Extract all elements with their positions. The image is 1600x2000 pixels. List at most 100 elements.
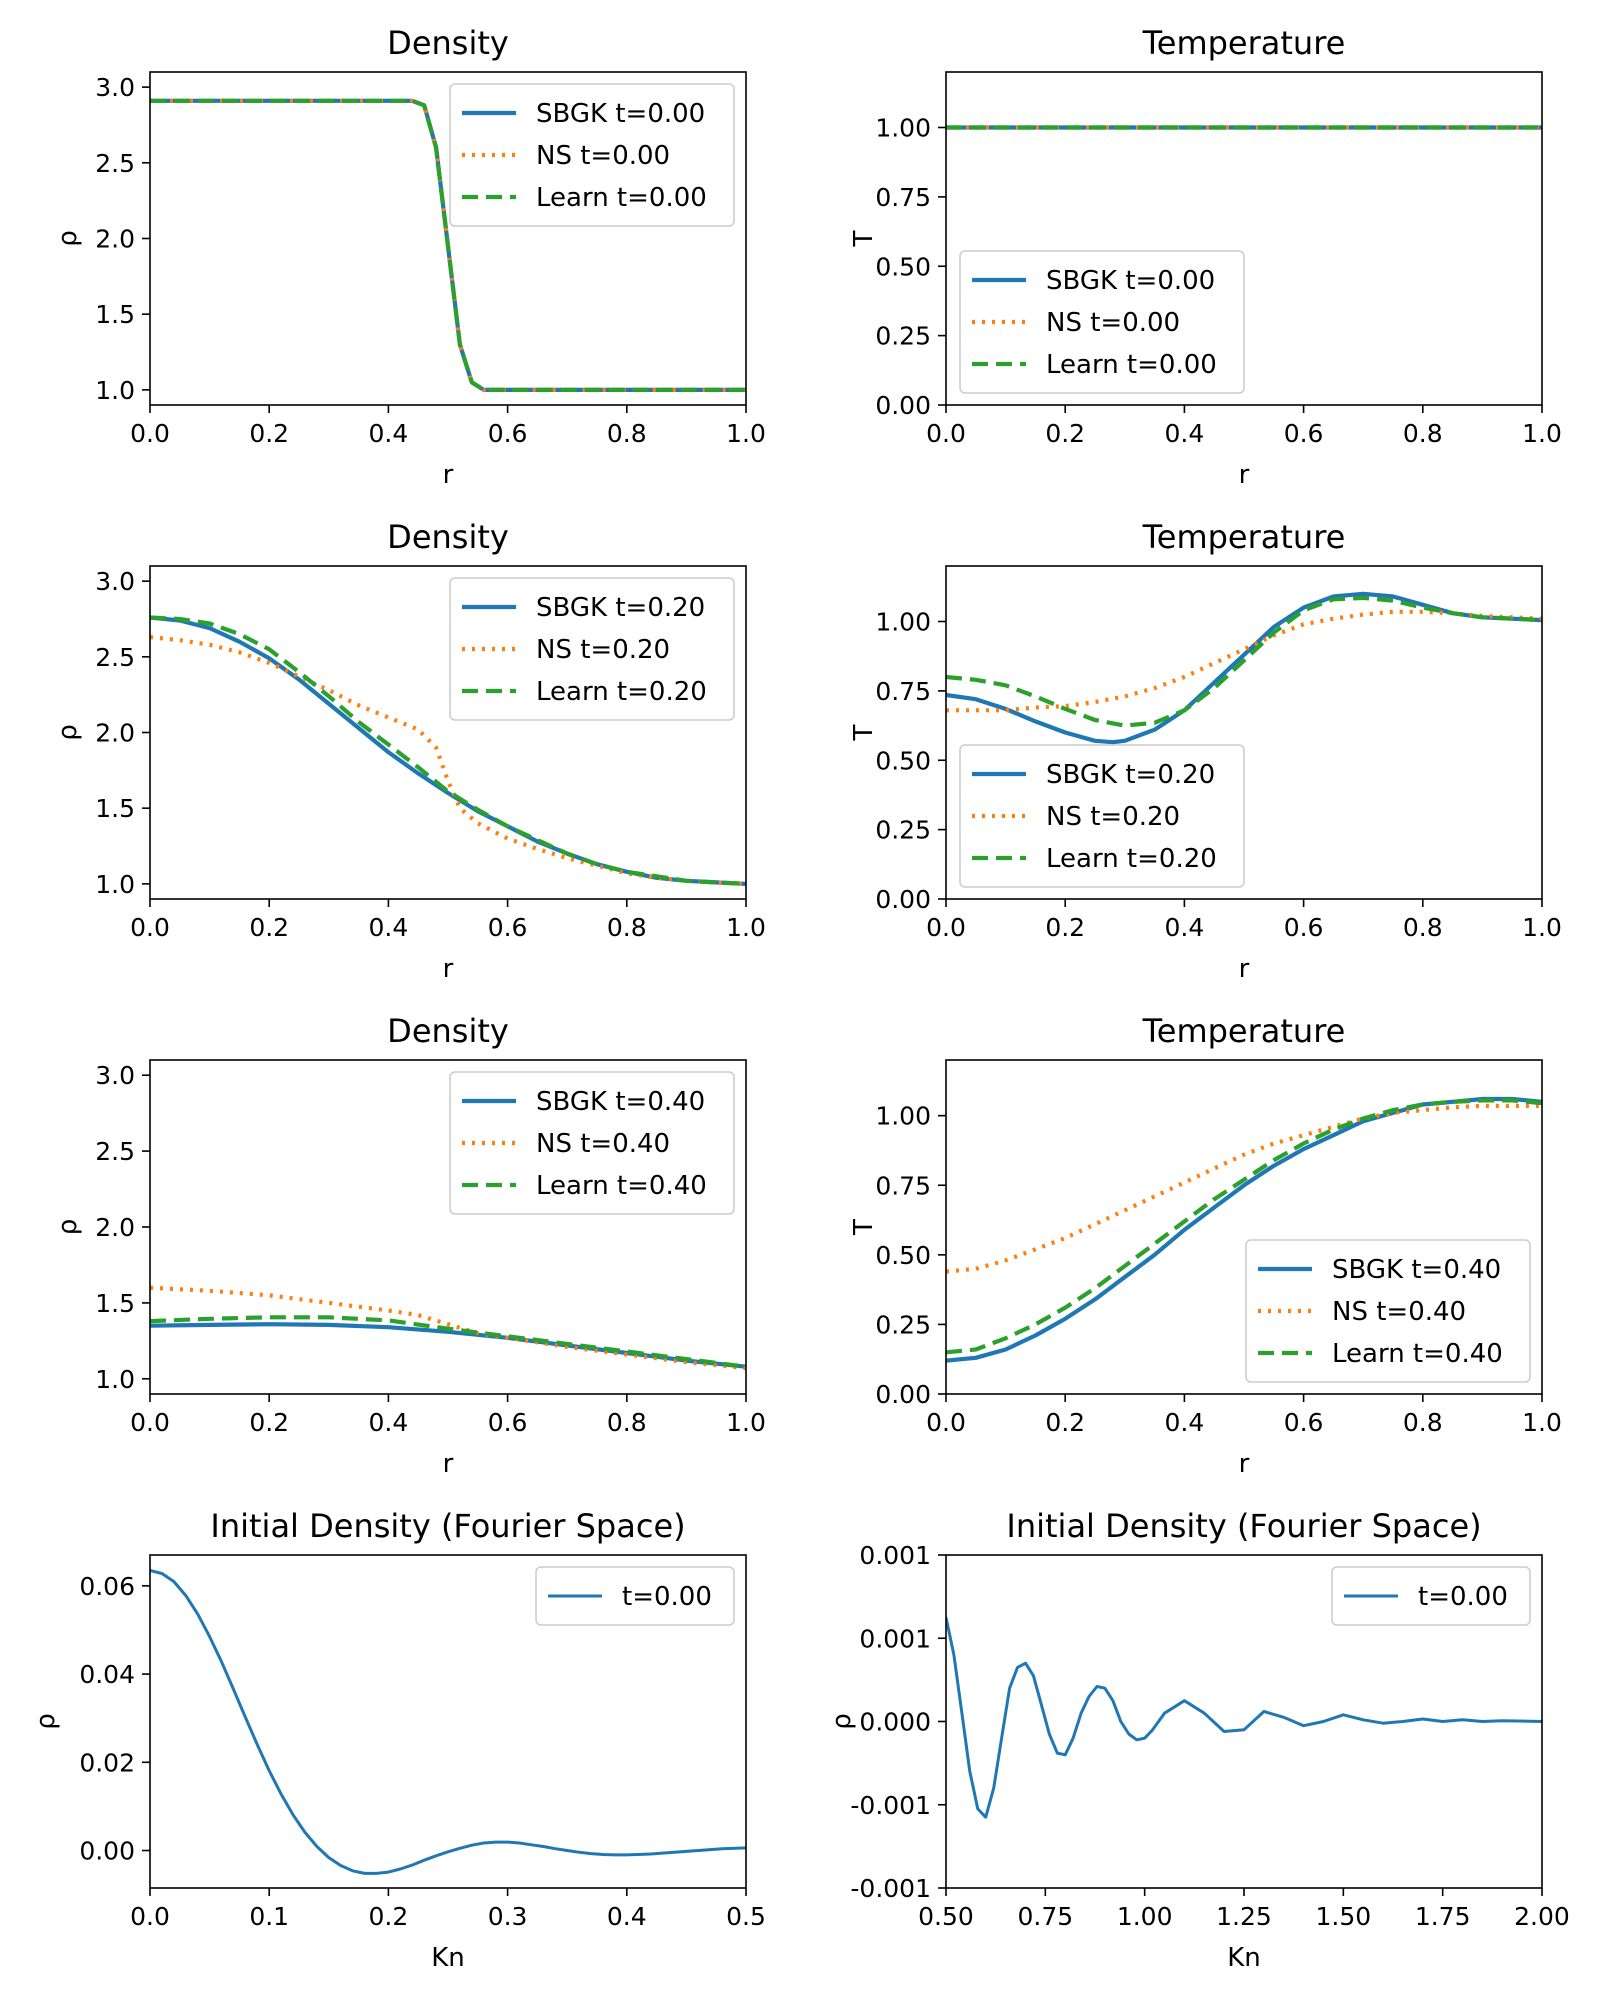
chart-panel: Density 0.0 0.2 0.4 0.6 0.8 1.0 1.0 1.5 2.0 2.5 3.0… [53,1012,766,1479]
x-tick-label: 0.2 [249,913,289,942]
x-tick-label: 0.6 [1284,913,1324,942]
legend-label: NS t=0.00 [536,141,670,171]
x-tick-label: 1.25 [1216,1902,1272,1931]
x-axis-label: r [1239,460,1250,490]
legend-label: t=0.00 [1418,1582,1508,1612]
series-line-dashed [150,615,746,886]
x-tick-label: 0.0 [926,1408,966,1437]
y-tick-label: 0.00 [79,1837,135,1866]
y-tick-label: 2.0 [95,719,135,748]
x-tick-label: 0.6 [1284,1408,1324,1437]
x-axis-label: r [443,460,454,490]
y-tick-label: 2.0 [95,225,135,254]
series-line-solid [150,1568,746,1875]
x-tick-label: 0.0 [130,1902,170,1931]
chart-panel: Initial Density (Fourier Space) 0.50 0.75 1… [827,1507,1570,1973]
legend-label: SBGK t=0.20 [536,593,705,623]
x-tick-label: 1.0 [726,913,766,942]
x-tick-label: 0.6 [1284,419,1324,448]
legend-box [449,577,735,721]
y-tick-label: 0.50 [875,746,931,775]
legend-label: SBGK t=0.00 [1046,266,1215,296]
chart-title: Temperature [1142,518,1346,556]
series-line-dotted [946,609,1542,713]
legend-label: NS t=0.20 [536,635,670,665]
y-axis-label: T [849,724,879,741]
legend-box [1331,1566,1531,1626]
x-tick-label: 1.0 [1522,1408,1562,1437]
x-tick-label: 0.0 [130,1408,170,1437]
legend: t=0.00 [535,1566,735,1626]
y-tick-label: 0.25 [875,816,931,845]
chart-title: Density [387,1012,509,1050]
series-line-dashed [150,1315,746,1369]
chart-panel: Temperature 0.0 0.2 0.4 0.6 0.8 1.0 0.00 0.25 0.5… [849,518,1562,984]
y-axis-label: ρ [53,230,83,247]
y-tick-label: 0.00 [875,885,931,914]
y-tick-label: 0.001 [859,1624,931,1653]
legend-label: SBGK t=0.40 [1332,1255,1501,1285]
series-line-dashed [946,595,1542,728]
series-line-dotted [946,1103,1542,1274]
x-axis-label: r [443,954,454,984]
y-tick-label: 1.0 [95,1365,135,1394]
x-axis-label: Kn [431,1943,465,1973]
legend: SBGK t=0.40 NS t=0.40 Learn t=0.40 [449,1071,735,1215]
y-tick-label: 0.04 [79,1660,135,1689]
y-tick-label: 0.75 [875,183,931,212]
y-tick-label: -0.001 [850,1791,931,1820]
x-tick-label: 0.2 [249,419,289,448]
series-line-dashed [946,1098,1542,1355]
axes-frame [149,71,747,406]
x-tick-label: 0.6 [488,913,528,942]
x-tick-label: 1.0 [726,1408,766,1437]
chart-panel: Density 0.0 0.2 0.4 0.6 0.8 1.0 1.0 1.5 2.0 2.5 3.0… [53,24,766,490]
x-tick-label: 0.5 [726,1902,766,1931]
x-tick-label: 0.0 [130,913,170,942]
x-tick-label: 0.75 [1017,1902,1073,1931]
y-tick-label: 0.00 [875,1380,931,1409]
legend-label: Learn t=0.20 [536,677,707,707]
axes-frame [945,1554,1543,1889]
chart-title: Initial Density (Fourier Space) [210,1507,685,1545]
y-tick-label: 0.001 [859,1541,931,1570]
y-tick-label: 1.0 [95,870,135,899]
y-tick-label: 1.5 [95,1289,135,1318]
y-tick-label: 0.00 [875,391,931,420]
x-axis-label: Kn [1227,1943,1261,1973]
y-tick-label: 2.5 [95,1137,135,1166]
y-tick-label: 2.0 [95,1213,135,1242]
chart-title: Density [387,24,509,62]
x-tick-label: 0.8 [1403,1408,1443,1437]
x-tick-label: 0.6 [488,1408,528,1437]
legend-box [959,744,1245,888]
legend-label: NS t=0.20 [1046,802,1180,832]
x-tick-label: 0.6 [488,419,528,448]
y-tick-label: 1.00 [875,114,931,143]
legend-label: Learn t=0.20 [1046,844,1217,874]
x-tick-label: 0.4 [1165,419,1205,448]
x-tick-label: 0.3 [488,1902,528,1931]
legend-label: NS t=0.40 [536,1129,670,1159]
y-tick-label: 1.0 [95,376,135,405]
series-line-solid [150,615,746,886]
axes-frame [149,565,747,900]
y-tick-label: 0.50 [875,252,931,281]
y-tick-label: 0.75 [875,677,931,706]
legend-label: NS t=0.40 [1332,1297,1466,1327]
y-axis-label: ρ [31,1713,61,1730]
y-tick-label: 1.00 [875,608,931,637]
x-tick-label: 1.0 [1522,419,1562,448]
x-tick-label: 0.4 [1165,913,1205,942]
axes-frame [149,1059,747,1395]
y-axis-label: ρ [53,1219,83,1236]
x-tick-label: 1.75 [1415,1902,1471,1931]
x-tick-label: 0.0 [926,419,966,448]
x-tick-label: 0.4 [369,913,409,942]
legend-box [959,250,1245,394]
x-tick-label: 2.00 [1514,1902,1570,1931]
y-tick-label: 0.25 [875,322,931,351]
y-tick-label: 0.06 [79,1572,135,1601]
legend: t=0.00 [1331,1566,1531,1626]
